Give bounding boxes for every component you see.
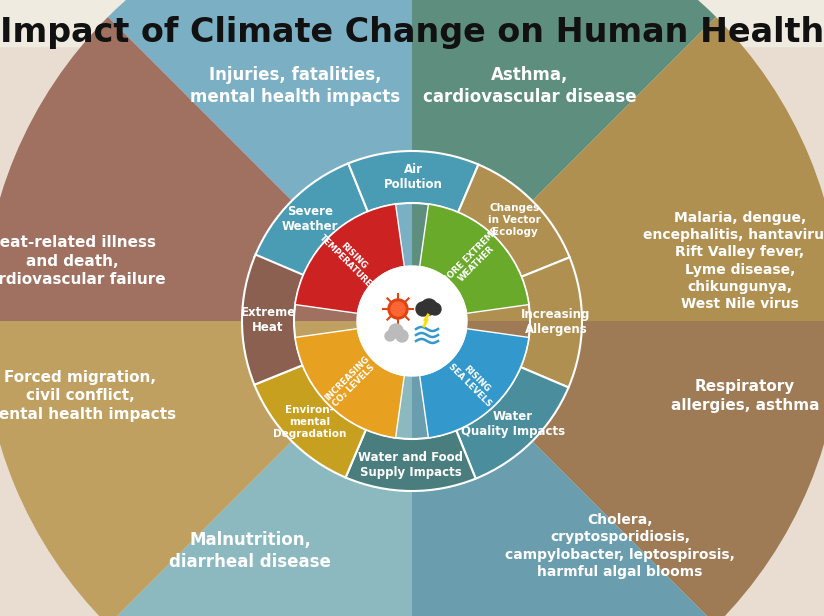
Text: Malnutrition,
diarrheal disease: Malnutrition, diarrheal disease: [169, 531, 331, 571]
Text: Water and Food
Supply Impacts: Water and Food Supply Impacts: [358, 451, 463, 479]
Circle shape: [391, 302, 405, 316]
Text: Environ-
mental
Degradation: Environ- mental Degradation: [273, 405, 346, 439]
Wedge shape: [255, 163, 368, 277]
Wedge shape: [458, 164, 569, 277]
Text: INCREASING
CO₂ LEVELS: INCREASING CO₂ LEVELS: [323, 355, 378, 410]
Text: Asthma,
cardiovascular disease: Asthma, cardiovascular disease: [424, 66, 637, 106]
Text: Respiratory
allergies, asthma: Respiratory allergies, asthma: [671, 379, 819, 413]
Circle shape: [385, 331, 395, 341]
Text: Malaria, dengue,
encephalitis, hantavirus,
Rift Valley fever,
Lyme disease,
chik: Malaria, dengue, encephalitis, hantaviru…: [643, 211, 824, 311]
Circle shape: [357, 266, 467, 376]
Wedge shape: [345, 429, 475, 491]
Text: RISING
TEMPERATURES: RISING TEMPERATURES: [317, 226, 385, 293]
Circle shape: [389, 324, 403, 338]
Wedge shape: [295, 204, 405, 314]
Wedge shape: [255, 365, 366, 477]
Wedge shape: [521, 257, 582, 387]
Wedge shape: [412, 321, 716, 616]
Wedge shape: [108, 0, 412, 321]
Wedge shape: [349, 151, 479, 213]
Text: Impact of Climate Change on Human Health: Impact of Climate Change on Human Health: [0, 16, 824, 49]
Text: Air
Pollution: Air Pollution: [384, 163, 442, 191]
Wedge shape: [419, 204, 529, 314]
Circle shape: [416, 302, 430, 316]
Circle shape: [429, 303, 441, 315]
Text: Changes
in Vector
Ecology: Changes in Vector Ecology: [489, 203, 541, 237]
Text: Cholera,
cryptosporidiosis,
campylobacter, leptospirosis,
harmful algal blooms: Cholera, cryptosporidiosis, campylobacte…: [505, 513, 735, 579]
Circle shape: [396, 330, 408, 342]
Text: Forced migration,
civil conflict,
mental health impacts: Forced migration, civil conflict, mental…: [0, 370, 176, 422]
Wedge shape: [0, 17, 412, 321]
Text: MORE EXTREME
WEATHER: MORE EXTREME WEATHER: [440, 226, 507, 293]
Wedge shape: [242, 254, 303, 384]
Wedge shape: [108, 321, 412, 616]
Wedge shape: [0, 321, 412, 616]
Text: RISING
SEA LEVELS: RISING SEA LEVELS: [447, 355, 500, 409]
Wedge shape: [456, 367, 569, 479]
Wedge shape: [412, 0, 716, 321]
Text: Water
Quality Impacts: Water Quality Impacts: [461, 410, 565, 438]
Circle shape: [421, 299, 437, 315]
Wedge shape: [412, 321, 824, 616]
Text: Extreme
Heat: Extreme Heat: [241, 306, 296, 334]
Wedge shape: [412, 17, 824, 321]
Circle shape: [388, 299, 408, 319]
Text: Severe
Weather: Severe Weather: [282, 205, 339, 233]
Wedge shape: [295, 329, 405, 438]
Wedge shape: [419, 329, 529, 438]
Text: Increasing
Allergens: Increasing Allergens: [522, 308, 591, 336]
Text: Injuries, fatalities,
mental health impacts: Injuries, fatalities, mental health impa…: [190, 66, 400, 106]
Text: Heat-related illness
and death,
cardiovascular failure: Heat-related illness and death, cardiova…: [0, 235, 166, 287]
Bar: [0, 0, 824, 46]
